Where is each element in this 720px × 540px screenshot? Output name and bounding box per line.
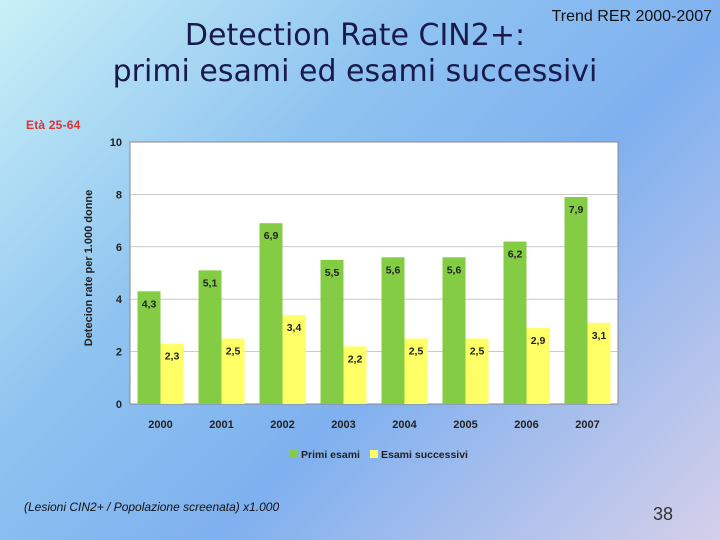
y-tick-label: 2 <box>116 347 122 359</box>
bar-primi-esami <box>198 270 222 404</box>
x-tick-label: 2002 <box>270 419 294 431</box>
data-label-esami-successivi: 3,4 <box>287 322 302 334</box>
data-label-esami-successivi: 2,3 <box>165 351 180 363</box>
x-tick-label: 2000 <box>148 419 172 431</box>
legend-swatch-esami-successivi <box>370 450 378 458</box>
bar-primi-esami <box>381 257 405 404</box>
y-axis-label: Detecion rate per 1.000 donne <box>83 190 95 347</box>
data-label-primi-esami: 5,6 <box>447 264 462 276</box>
title-line-2: primi esami ed esami successivi <box>112 54 598 89</box>
x-tick-label: 2003 <box>331 419 355 431</box>
data-label-primi-esami: 4,3 <box>142 298 157 310</box>
x-tick-label: 2004 <box>392 419 417 431</box>
title-line-1: Detection Rate CIN2+: <box>184 18 526 53</box>
x-tick-label: 2001 <box>209 419 233 431</box>
bar-primi-esami <box>259 223 283 404</box>
bar-esami-successivi <box>282 314 306 404</box>
data-label-primi-esami: 5,6 <box>386 264 401 276</box>
data-label-esami-successivi: 2,2 <box>348 353 363 365</box>
bar-esami-successivi <box>526 328 550 404</box>
bar-esami-successivi <box>343 346 367 404</box>
data-label-esami-successivi: 2,5 <box>470 346 485 358</box>
y-tick-label: 10 <box>110 137 122 149</box>
bar-esami-successivi <box>404 338 428 404</box>
data-label-primi-esami: 5,5 <box>325 267 340 279</box>
slide-subtitle: Trend RER 2000-2007 <box>551 8 712 25</box>
bar-primi-esami <box>442 257 466 404</box>
x-tick-label: 2005 <box>453 419 477 431</box>
bar-primi-esami <box>137 291 161 404</box>
legend-swatch-primi-esami <box>290 450 298 458</box>
bar-primi-esami <box>564 197 588 404</box>
formula-footnote: (Lesioni CIN2+ / Popolazione screenata) … <box>24 500 280 514</box>
chart-legend: Primi esami Esami successivi <box>290 449 468 461</box>
slide-title: Detection Rate CIN2+: primi esami ed esa… <box>110 18 600 90</box>
data-label-esami-successivi: 2,5 <box>409 346 424 358</box>
legend-label-primi-esami: Primi esami <box>301 449 360 461</box>
data-label-esami-successivi: 2,9 <box>531 335 546 347</box>
bar-esami-successivi <box>160 343 184 404</box>
bar-primi-esami <box>320 259 344 404</box>
y-tick-label: 8 <box>116 189 122 201</box>
data-label-primi-esami: 6,9 <box>264 230 279 242</box>
page-number: 38 <box>653 504 674 524</box>
x-tick-label: 2007 <box>575 419 599 431</box>
y-tick-label: 0 <box>116 399 122 411</box>
legend-label-esami-successivi: Esami successivi <box>381 449 468 461</box>
x-tick-label: 2006 <box>514 419 538 431</box>
y-tick-label: 4 <box>116 294 123 306</box>
data-label-esami-successivi: 2,5 <box>226 346 241 358</box>
bar-esami-successivi <box>221 338 245 404</box>
y-tick-label: 6 <box>116 242 122 254</box>
data-label-primi-esami: 5,1 <box>203 277 218 289</box>
data-label-primi-esami: 7,9 <box>569 204 584 216</box>
bar-esami-successivi <box>587 322 611 404</box>
age-range-label: Età 25-64 <box>26 118 81 132</box>
bar-esami-successivi <box>465 338 489 404</box>
data-label-esami-successivi: 3,1 <box>592 330 607 342</box>
data-label-primi-esami: 6,2 <box>508 249 523 261</box>
bar-primi-esami <box>503 241 527 404</box>
